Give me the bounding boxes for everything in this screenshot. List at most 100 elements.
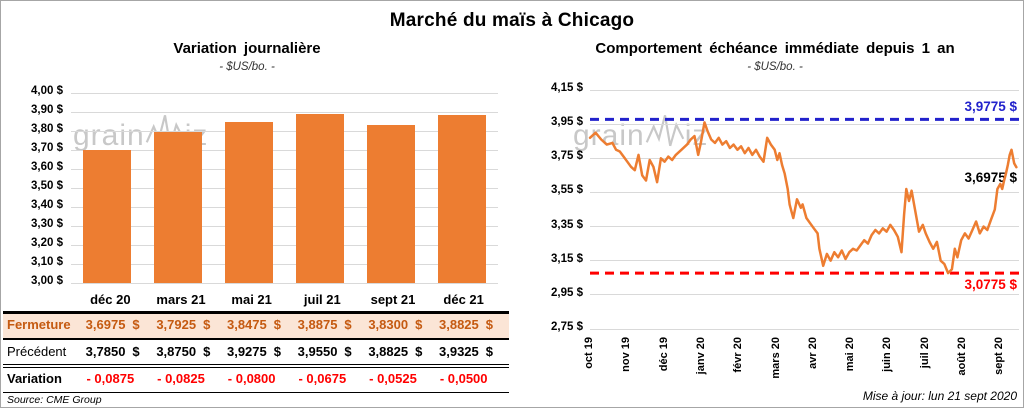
cell-value: - 0,0800	[227, 371, 276, 386]
cell-unit: $	[273, 344, 281, 359]
table-cell: 3,8750 $	[146, 344, 217, 359]
y-axis-label: 3,50 $	[31, 180, 63, 192]
y-axis-label: 3,80 $	[31, 123, 63, 135]
source-note: Source: CME Group	[7, 394, 102, 406]
cell-value: 3,8825	[368, 344, 409, 359]
x-axis-label: juin 20	[881, 337, 894, 372]
x-axis-label: avr 20	[806, 337, 819, 369]
y-gridline	[71, 244, 498, 246]
column-header: sept 21	[370, 292, 416, 307]
column-header: juil 21	[303, 292, 341, 307]
line-chart-title: Comportement échéance immédiate depuis 1…	[595, 40, 955, 57]
cell-value: - 0,0875	[86, 371, 135, 386]
x-axis-label: mai 20	[844, 337, 857, 372]
cell-unit: $	[485, 344, 493, 359]
table-border-mid	[3, 338, 509, 340]
table-cell: 3,8825 $	[358, 344, 429, 359]
table-cell: 3,8300 $	[358, 317, 429, 332]
y-gridline	[590, 157, 1019, 159]
cell-unit: $	[344, 317, 352, 332]
y-axis-label: 3,55 $	[551, 184, 583, 197]
y-axis-label: 3,20 $	[31, 237, 63, 249]
watermark-text-prefix: grain	[73, 119, 145, 152]
cell-unit: $	[415, 317, 423, 332]
y-axis-label: 3,30 $	[31, 218, 63, 230]
grainwiz-zigzag-icon	[145, 115, 184, 147]
price-line	[588, 121, 1018, 275]
cell-unit: $	[203, 344, 211, 359]
y-axis-label: 3,75 $	[551, 150, 583, 163]
y-gridline	[71, 92, 498, 94]
page-title: Marché du maïs à Chicago	[389, 10, 635, 31]
table-cell: - 0,0525	[358, 371, 429, 386]
cell-value: 3,9325	[439, 344, 479, 359]
y-gridline	[71, 168, 498, 170]
updated-note: Mise à jour: lun 21 sept 2020	[862, 389, 1017, 403]
row-label: Précédent	[7, 344, 67, 359]
y-gridline	[590, 260, 1019, 262]
column-header: mai 21	[231, 292, 272, 307]
cell-unit: $	[132, 344, 140, 359]
x-axis-label: oct 19	[583, 337, 595, 369]
line-chart-subtitle: - $US/bo. -	[747, 61, 803, 73]
table-border-bottom	[3, 392, 509, 393]
y-axis-label: 3,40 $	[31, 199, 63, 211]
cell-value: 3,8300	[368, 317, 409, 332]
bar	[153, 132, 202, 283]
bar	[367, 125, 416, 283]
y-axis-label: 4,00 $	[31, 85, 63, 97]
y-axis-label: 3,00 $	[31, 275, 63, 287]
table-row-highlight	[3, 313, 509, 338]
cell-value: - 0,0500	[439, 371, 488, 386]
table-cell: 3,7850 $	[75, 344, 146, 359]
bar	[438, 115, 487, 283]
bar-chart-subtitle: - $US/bo. -	[219, 61, 275, 73]
cell-value: - 0,0825	[157, 371, 205, 386]
y-gridline	[71, 282, 498, 284]
cell-value: - 0,0525	[369, 371, 417, 386]
cell-value: - 0,0675	[298, 371, 347, 386]
y-gridline	[71, 111, 498, 113]
y-axis-label: 3,90 $	[31, 104, 63, 116]
y-gridline	[71, 130, 498, 132]
table-border-double-b	[3, 367, 509, 369]
y-gridline	[71, 225, 498, 227]
grainwiz-zigzag-icon	[645, 115, 684, 147]
table-cell: 3,7925 $	[146, 317, 217, 332]
cell-unit: $	[132, 317, 140, 332]
cell-value: 3,8825	[439, 317, 479, 332]
y-axis-label: 3,10 $	[31, 256, 63, 268]
x-axis-label: déc 19	[657, 337, 670, 372]
table-cell: - 0,0675	[287, 371, 358, 386]
x-axis-label: sept 20	[993, 337, 1006, 375]
line-chart-plot	[588, 117, 1019, 275]
cell-value: 3,7850	[85, 344, 126, 359]
cell-unit: $	[273, 317, 281, 332]
cell-value: 3,8750	[156, 344, 197, 359]
y-axis-label: 3,70 $	[31, 142, 63, 154]
cell-value: 3,8875	[297, 317, 338, 332]
bar-chart-title: Variation journalière	[173, 40, 321, 57]
table-border-top	[3, 311, 509, 314]
y-gridline	[590, 294, 1019, 296]
x-axis-label: janv 20	[694, 337, 707, 375]
column-header: déc 21	[443, 292, 484, 307]
cell-unit: $	[203, 317, 211, 332]
bar	[82, 150, 131, 283]
watermark-text-prefix: grain	[573, 119, 645, 152]
cell-unit: $	[415, 344, 423, 359]
bar	[224, 121, 273, 283]
cell-value: 3,8475	[226, 317, 267, 332]
table-cell: - 0,0500	[428, 371, 499, 386]
table-cell: - 0,0875	[75, 371, 146, 386]
y-axis-label: 3,35 $	[551, 218, 583, 231]
cell-value: 3,7925	[156, 317, 197, 332]
cell-value: 3,9275	[226, 344, 267, 359]
column-header: déc 20	[90, 292, 131, 307]
x-axis-label: août 20	[956, 337, 969, 376]
x-axis-label: mars 20	[769, 337, 782, 379]
high-value-label: 3,9775 $	[964, 99, 1017, 114]
cell-value: 3,9550	[297, 344, 338, 359]
x-axis-label: juil 20	[918, 337, 931, 369]
y-axis-label: 3,15 $	[551, 252, 583, 265]
